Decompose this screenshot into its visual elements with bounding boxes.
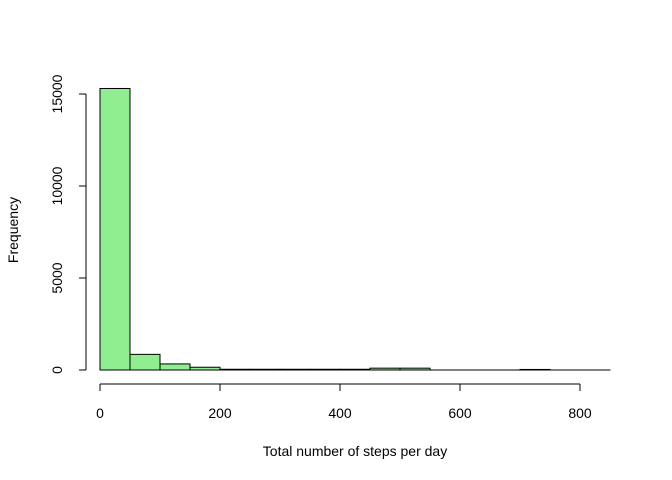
histogram-bar-700-750 bbox=[519, 368, 551, 371]
bars-group bbox=[99, 87, 611, 371]
y-axis-label: Frequency bbox=[5, 197, 21, 263]
histogram-bar-400-450 bbox=[339, 368, 371, 371]
histogram-bar-0-50 bbox=[99, 87, 131, 371]
x-tick-label-0: 0 bbox=[96, 405, 104, 421]
x-tick-label-600: 600 bbox=[448, 405, 472, 421]
x-axis-label: Total number of steps per day bbox=[263, 443, 447, 459]
histogram-bar-100-150 bbox=[159, 363, 191, 371]
y-tick-label-15000: 15000 bbox=[49, 74, 65, 113]
x-tick-label-800: 800 bbox=[568, 405, 592, 421]
x-axis: 0 200 400 600 800 bbox=[96, 383, 592, 421]
histogram-bar-50-100 bbox=[129, 353, 161, 371]
histogram-bar-200-250 bbox=[219, 368, 251, 371]
x-tick-label-400: 400 bbox=[328, 405, 352, 421]
histogram-bar-500-550 bbox=[399, 367, 431, 371]
histogram-bar-150-200 bbox=[189, 366, 221, 371]
y-tick-label-0: 0 bbox=[49, 366, 65, 374]
histogram-bar-350-400 bbox=[309, 368, 341, 371]
histogram-bar-300-350 bbox=[279, 368, 311, 371]
x-tick-label-200: 200 bbox=[208, 405, 232, 421]
y-tick-label-5000: 5000 bbox=[49, 262, 65, 293]
y-axis: 0 5000 10000 15000 bbox=[49, 74, 87, 374]
histogram-bar-450-500 bbox=[369, 367, 401, 371]
y-tick-label-10000: 10000 bbox=[49, 166, 65, 205]
histogram-bar-250-300 bbox=[249, 368, 281, 371]
